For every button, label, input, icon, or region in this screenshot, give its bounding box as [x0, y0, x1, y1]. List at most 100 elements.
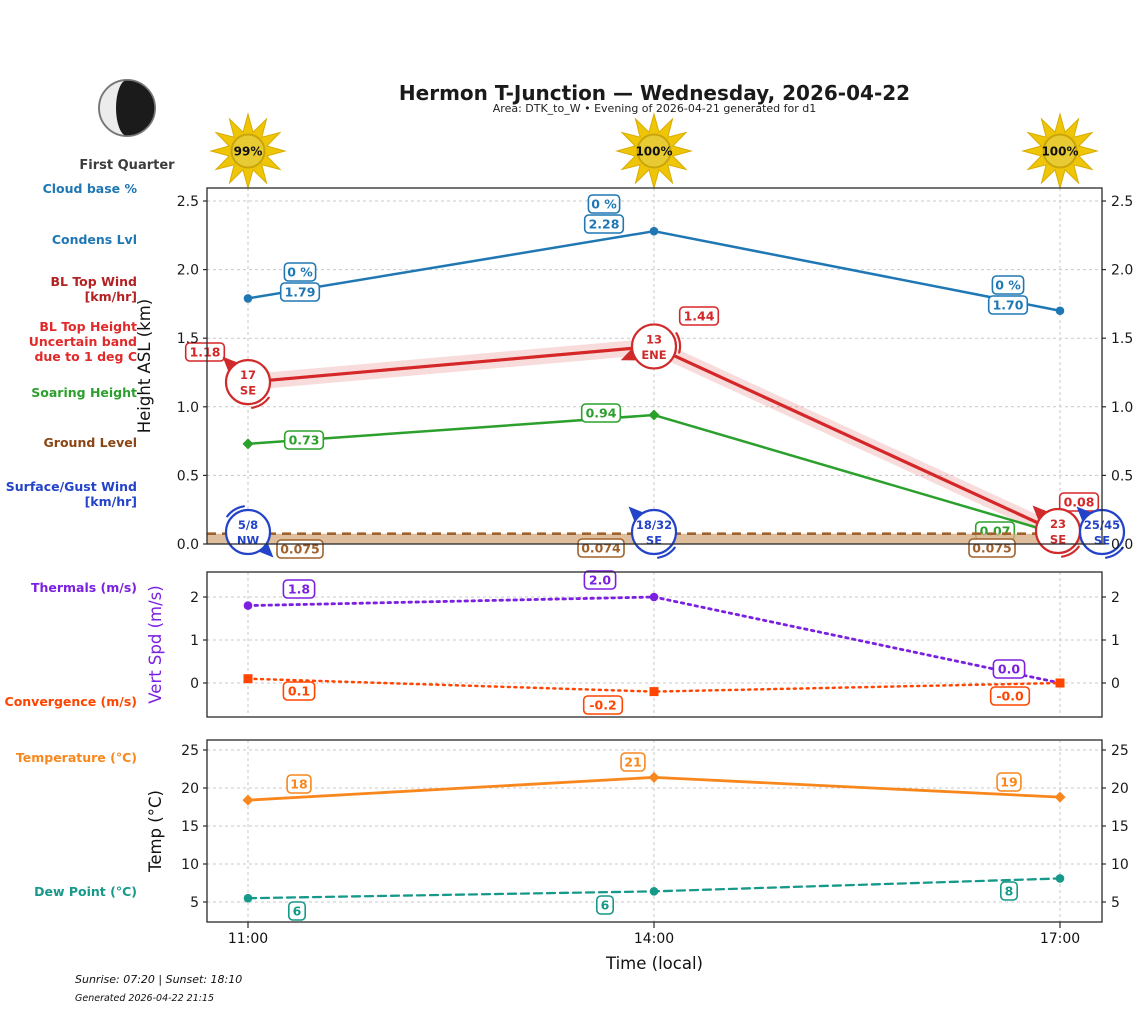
- row-label-bl-top-wind: BL Top Wind [km/hr]: [0, 274, 137, 304]
- surface-wind-circle: 5/8 NW: [224, 505, 274, 558]
- value-label: 2.0: [583, 570, 617, 590]
- row-label-ground-level: Ground Level: [0, 435, 137, 450]
- wind-dir-text: NW: [237, 534, 260, 548]
- value-label-text: 0 %: [287, 265, 313, 280]
- y-tick-label: 5: [1111, 895, 1120, 911]
- wind-arrow-head: [259, 543, 274, 558]
- row-label-convergence: Convergence (m/s): [0, 694, 137, 709]
- wind-arrow-tail: [1060, 545, 1080, 558]
- row-label-cloud-base: Cloud base %: [0, 181, 137, 196]
- value-label-box: [678, 306, 720, 326]
- page-subtitle: Area: DTK_to_W • Evening of 2026-04-21 g…: [492, 102, 817, 115]
- wind-speed-text: 13: [646, 332, 662, 346]
- row-label-line: Cloud base %: [42, 180, 137, 196]
- y-tick-label: 0: [190, 676, 199, 692]
- value-label: 18: [286, 774, 312, 794]
- wind-dir-text: SE: [646, 534, 662, 548]
- value-label-text: 6: [293, 904, 302, 919]
- value-label: 0 %: [283, 262, 317, 282]
- value-label-box: [583, 214, 625, 234]
- value-label-text: 1.44: [684, 309, 715, 324]
- wind-speed-text: 23: [1050, 517, 1066, 531]
- bl-top-wind-circle: 23 SE: [1032, 505, 1082, 558]
- row-label-surface-gust-wind: Surface/Gust Wind [km/hr]: [0, 479, 137, 509]
- value-label: -0.0: [989, 686, 1031, 706]
- value-label-box: [991, 275, 1025, 295]
- row-label-line: Ground Level: [43, 434, 137, 450]
- value-label: 2.28: [583, 214, 625, 234]
- y-tick-label: 25: [1111, 743, 1129, 759]
- wind-arrow-tail: [675, 332, 682, 354]
- y-axis-title: Vert Spd (m/s): [146, 585, 165, 703]
- value-label-box: [580, 403, 622, 423]
- value-label-box: [999, 881, 1018, 901]
- row-label-line: Surface/Gust Wind: [5, 479, 137, 494]
- wind-arrow-head: [1032, 505, 1047, 520]
- y-tick-label: 2.0: [177, 263, 199, 279]
- value-label-box: [992, 659, 1026, 679]
- wind-speed-text: 17: [240, 368, 256, 382]
- value-label-box: [283, 262, 317, 282]
- x-tick-label: 14:00: [634, 931, 674, 947]
- wind-arrow-tail: [1104, 546, 1124, 559]
- value-label-text: -0.2: [589, 698, 616, 713]
- value-label-text: 8: [1005, 884, 1014, 899]
- row-label-line: due to 1 deg C: [34, 348, 137, 364]
- row-label-line: Condens Lvl: [51, 231, 137, 247]
- value-label: 1.8: [282, 579, 316, 599]
- value-label: 21: [620, 752, 646, 772]
- x-axis-title: Time (local): [606, 954, 703, 973]
- wind-arrow-tail: [250, 396, 270, 409]
- wind-speed-text: 5/8: [238, 518, 258, 532]
- value-label-box: [282, 681, 316, 701]
- y-tick-label: 15: [181, 819, 199, 835]
- sunrise-sunset-note: Sunrise: 07:20 | Sunset: 18:10: [75, 973, 243, 986]
- data-point-marker: [1055, 678, 1065, 688]
- y-tick-label: 2.5: [1111, 194, 1133, 210]
- data-point-marker: [649, 592, 659, 602]
- wind-dir-text: SE: [1050, 533, 1066, 547]
- wind-circle: [224, 508, 272, 556]
- y-tick-label: 20: [1111, 781, 1129, 797]
- generated-note: Generated 2026-04-22 21:15: [75, 993, 215, 1004]
- value-label: 6: [287, 901, 306, 921]
- value-label-text: 0.73: [289, 433, 320, 448]
- value-label-text: 0.075: [972, 541, 1012, 556]
- moon-phase-label: First Quarter: [79, 158, 175, 173]
- y-tick-label: 1: [190, 633, 199, 649]
- wind-speed-text: 18/32: [636, 518, 672, 532]
- row-label-line: Convergence (m/s): [4, 693, 137, 709]
- data-point-marker: [243, 893, 253, 903]
- sun-percent-text: 99%: [234, 145, 263, 159]
- y-tick-label: 0.0: [177, 537, 199, 553]
- value-label-text: 0.075: [280, 542, 320, 557]
- y-tick-label: 2.0: [1111, 263, 1133, 279]
- value-label: 0.075: [968, 538, 1016, 558]
- y-tick-label: 2: [1111, 590, 1120, 606]
- data-point-marker: [243, 601, 253, 610]
- value-label-box: [587, 194, 621, 214]
- bl-top-wind-circle: 17 SE: [222, 356, 272, 409]
- row-label-line: Temperature (°C): [15, 749, 137, 765]
- data-point-marker: [243, 674, 253, 684]
- x-tick-label: 17:00: [1040, 931, 1080, 947]
- value-label: 0 %: [587, 194, 621, 214]
- row-label-line: [km/hr]: [84, 289, 137, 304]
- value-label-box: [287, 901, 306, 921]
- value-label: 1.44: [678, 306, 720, 326]
- wind-dir-text: SE: [240, 384, 256, 398]
- row-label-condens-lvl: Condens Lvl: [0, 232, 137, 247]
- y-tick-label: 2.5: [177, 194, 199, 210]
- value-label: -0.2: [582, 695, 624, 715]
- y-tick-label: 20: [181, 781, 199, 797]
- value-label-text: 2.28: [589, 217, 620, 232]
- row-label-line: Uncertain band: [28, 333, 137, 349]
- value-label: 8: [999, 881, 1018, 901]
- data-point-marker: [1054, 791, 1066, 803]
- y-tick-label: 5: [190, 895, 199, 911]
- value-label-box: [989, 686, 1031, 706]
- value-label-box: [283, 430, 325, 450]
- value-label-text: 1.8: [288, 582, 310, 597]
- y-tick-label: 25: [181, 743, 199, 759]
